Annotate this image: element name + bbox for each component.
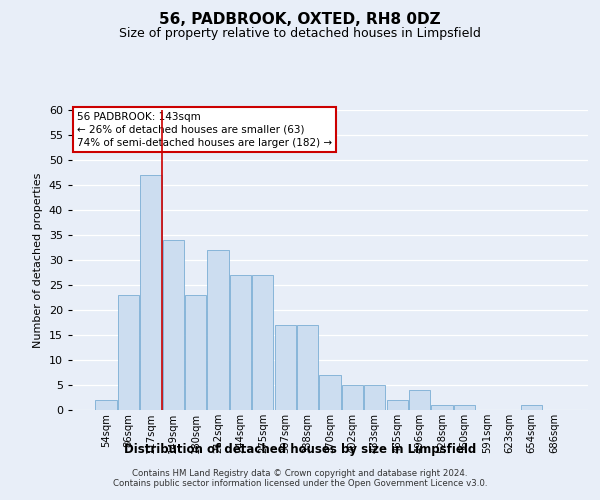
Bar xyxy=(319,375,341,410)
Bar xyxy=(163,240,184,410)
Bar xyxy=(118,295,139,410)
Text: 56 PADBROOK: 143sqm
← 26% of detached houses are smaller (63)
74% of semi-detach: 56 PADBROOK: 143sqm ← 26% of detached ho… xyxy=(77,112,332,148)
Bar xyxy=(409,390,430,410)
Bar xyxy=(252,275,274,410)
Bar xyxy=(230,275,251,410)
Bar xyxy=(208,250,229,410)
Bar xyxy=(275,325,296,410)
Bar xyxy=(431,405,452,410)
Bar xyxy=(185,295,206,410)
Bar xyxy=(95,400,117,410)
Bar xyxy=(140,175,161,410)
Text: 56, PADBROOK, OXTED, RH8 0DZ: 56, PADBROOK, OXTED, RH8 0DZ xyxy=(159,12,441,28)
Bar xyxy=(342,385,363,410)
Bar xyxy=(364,385,385,410)
Bar xyxy=(454,405,475,410)
Bar xyxy=(386,400,408,410)
Text: Contains HM Land Registry data © Crown copyright and database right 2024.: Contains HM Land Registry data © Crown c… xyxy=(132,469,468,478)
Text: Contains public sector information licensed under the Open Government Licence v3: Contains public sector information licen… xyxy=(113,479,487,488)
Text: Distribution of detached houses by size in Limpsfield: Distribution of detached houses by size … xyxy=(124,442,476,456)
Bar xyxy=(297,325,318,410)
Y-axis label: Number of detached properties: Number of detached properties xyxy=(33,172,43,348)
Bar xyxy=(521,405,542,410)
Text: Size of property relative to detached houses in Limpsfield: Size of property relative to detached ho… xyxy=(119,28,481,40)
